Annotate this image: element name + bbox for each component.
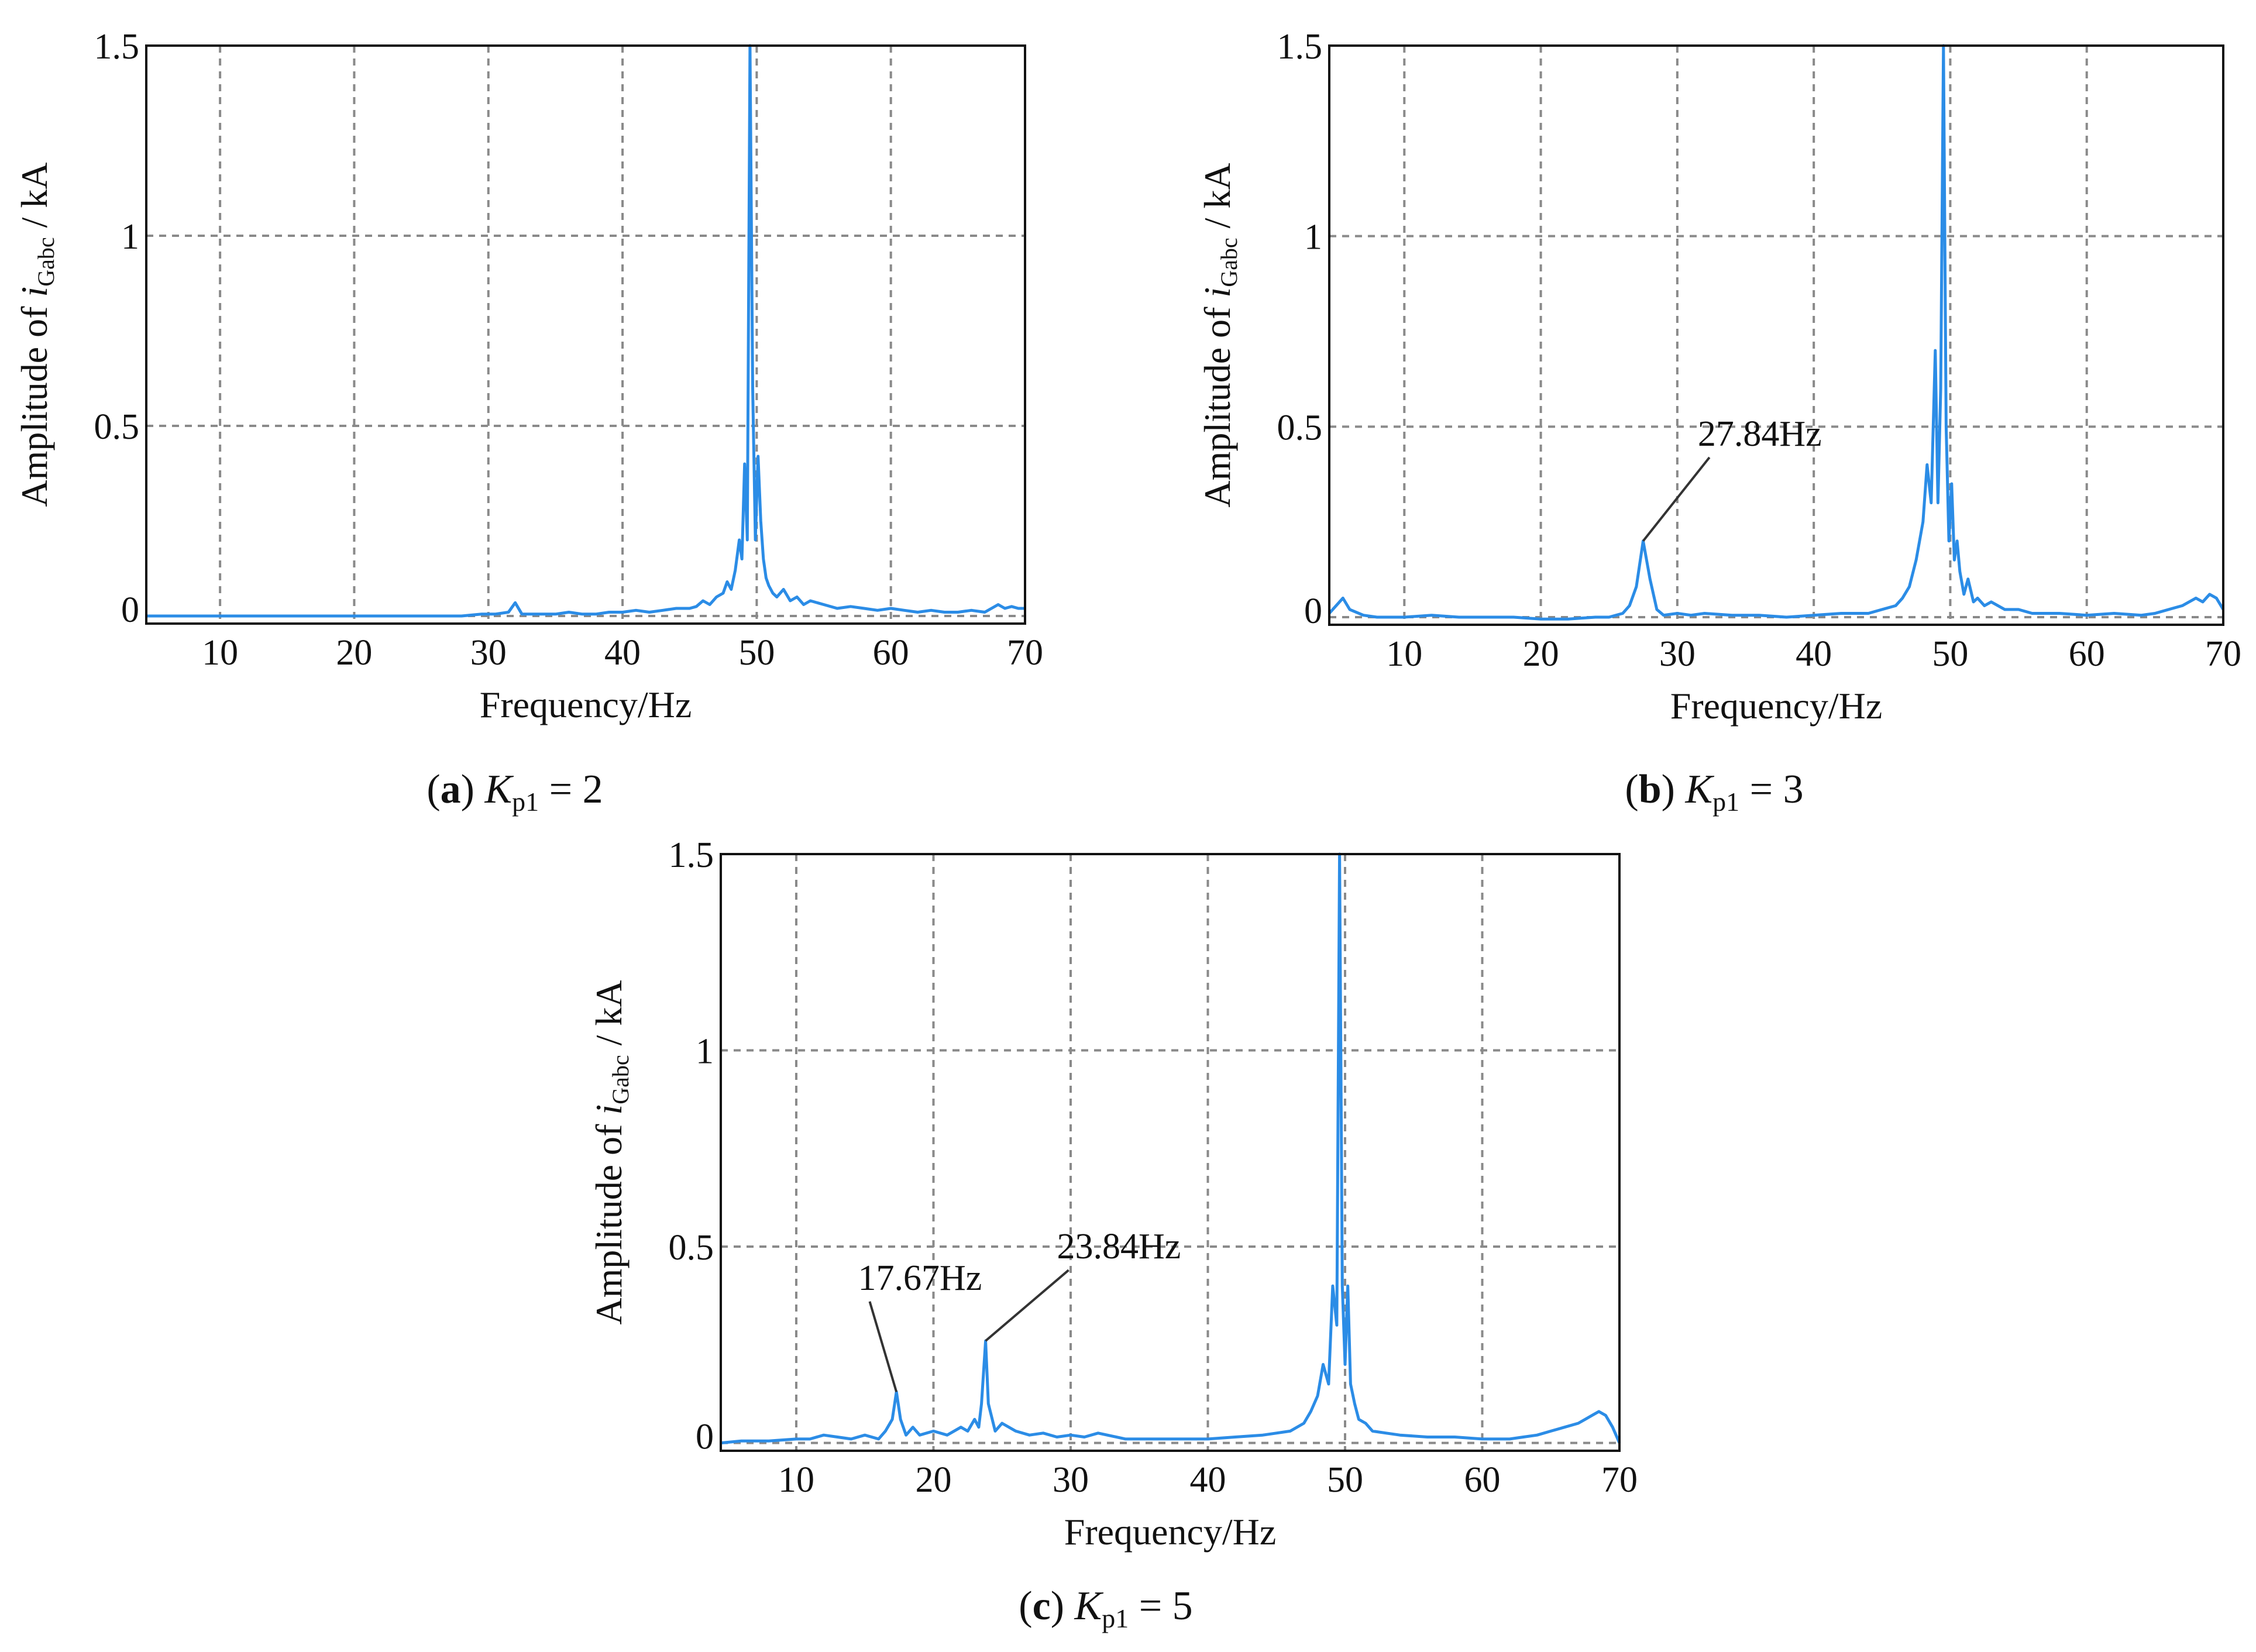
x-tick-label: 40 [604,633,641,673]
y-axis-label-variable: i [588,1104,630,1115]
panel-caption: (c) Kp1 = 5 [1019,1584,1192,1633]
y-axis-label-prefix: Amplitude of [588,1115,630,1325]
x-axis-label: Frequency/Hz [1670,685,1883,727]
annotation-leader [868,1301,898,1392]
y-axis-label-subscript: Gabc [1216,238,1242,287]
y-tick-label: 0 [696,1417,714,1457]
x-tick-label: 10 [202,633,238,673]
y-axis-label-suffix: / kA [588,980,630,1055]
x-tick-label: 30 [1659,634,1696,674]
x-tick-label: 60 [1464,1460,1500,1500]
x-tick-label: 20 [1523,634,1559,674]
caption-symbol: K [484,767,514,812]
x-tick-label: 40 [1796,634,1832,674]
x-tick-label: 30 [1053,1460,1089,1500]
x-tick-label: 10 [778,1460,814,1500]
panel-caption: (b) Kp1 = 3 [1625,767,1803,817]
caption-symbol: K [1684,767,1714,812]
caption-subscript: p1 [512,787,539,817]
y-axis-label-variable: i [13,287,55,297]
y-axis-label-suffix: / kA [1196,163,1238,238]
chart-c: 10 20 30 40 50 60 70 0 0.5 1 1.5 Frequency/Hz Amplit… [588,835,1638,1633]
y-tick-label: 1.5 [94,27,140,67]
x-tick-label: 60 [873,633,909,673]
x-tick-label: 60 [2069,634,2105,674]
y-tick-label: 1.5 [1277,27,1323,67]
y-tick-label: 0.5 [1277,408,1323,448]
x-tick-label: 30 [470,633,507,673]
y-axis-label-subscript: Gabc [33,237,59,286]
caption-close-paren: ) [461,767,485,812]
caption-close-paren: ) [1662,767,1686,812]
y-tick-label: 0.5 [94,407,140,447]
caption-symbol: K [1074,1584,1104,1629]
y-axis-label: Amplitude of iGabc / kA [588,980,634,1324]
y-tick-label: 1.5 [669,835,714,875]
annotation-leader [1642,456,1711,542]
caption-subscript: p1 [1712,787,1739,817]
caption-subscript: p1 [1102,1603,1129,1633]
caption-panel-label: c [1033,1584,1051,1629]
caption-open-paren: ( [1625,767,1638,812]
x-tick-label: 20 [915,1460,951,1500]
chart-a: 10 20 30 40 50 60 70 0 0.5 1 1.5 Frequency/Hz Amplit… [13,27,1043,817]
y-axis-label-variable: i [1196,287,1238,298]
y-tick-label: 0.5 [669,1228,714,1268]
y-tick-label: 0 [121,590,139,630]
y-axis-label-suffix: / kA [13,162,55,237]
x-tick-label: 40 [1189,1460,1226,1500]
chart-b: 10 20 30 40 50 60 70 0 0.5 1 1.5 Frequency/Hz Amplit… [1196,27,2241,817]
caption-close-paren: ) [1051,1584,1075,1629]
x-axis-label: Frequency/Hz [1064,1511,1277,1553]
y-tick-label: 1 [696,1032,714,1072]
y-axis-label: Amplitude of iGabc / kA [1196,163,1242,507]
caption-open-paren: ( [427,767,440,812]
plot-frame [720,853,1621,1452]
x-axis-label: Frequency/Hz [480,684,692,725]
x-tick-label: 70 [2205,634,2241,674]
caption-panel-label: a [441,767,461,812]
annotation-label: 27.84Hz [1698,414,1822,454]
y-tick-label: 1 [1304,218,1322,257]
caption-value: = 3 [1739,767,1803,812]
annotation-label: 17.67Hz [858,1258,982,1298]
caption-value: = 2 [539,767,603,812]
series-line [1328,44,2225,621]
y-axis-label-prefix: Amplitude of [1196,298,1238,508]
plot-frame [145,44,1026,625]
panel-caption: (a) Kp1 = 2 [427,767,603,817]
x-tick-label: 70 [1007,633,1043,673]
x-tick-label: 20 [336,633,372,673]
x-tick-label: 70 [1601,1460,1638,1500]
caption-panel-label: b [1639,767,1662,812]
annotation-label: 23.84Hz [1057,1227,1181,1266]
x-tick-label: 10 [1386,634,1422,674]
series-line [146,44,1025,618]
x-tick-label: 50 [738,633,775,673]
caption-value: = 5 [1129,1584,1192,1629]
y-axis-label-prefix: Amplitude of [13,297,55,507]
y-axis-label-subscript: Gabc [607,1055,634,1104]
annotation-leader [985,1269,1069,1342]
plot-frame [1328,44,2224,626]
y-axis-label: Amplitude of iGabc / kA [13,162,59,507]
series-line [720,852,1621,1445]
caption-open-paren: ( [1019,1584,1032,1629]
y-tick-label: 1 [121,217,139,257]
x-tick-label: 50 [1932,634,1968,674]
y-tick-label: 0 [1304,591,1322,631]
x-tick-label: 50 [1327,1460,1363,1500]
